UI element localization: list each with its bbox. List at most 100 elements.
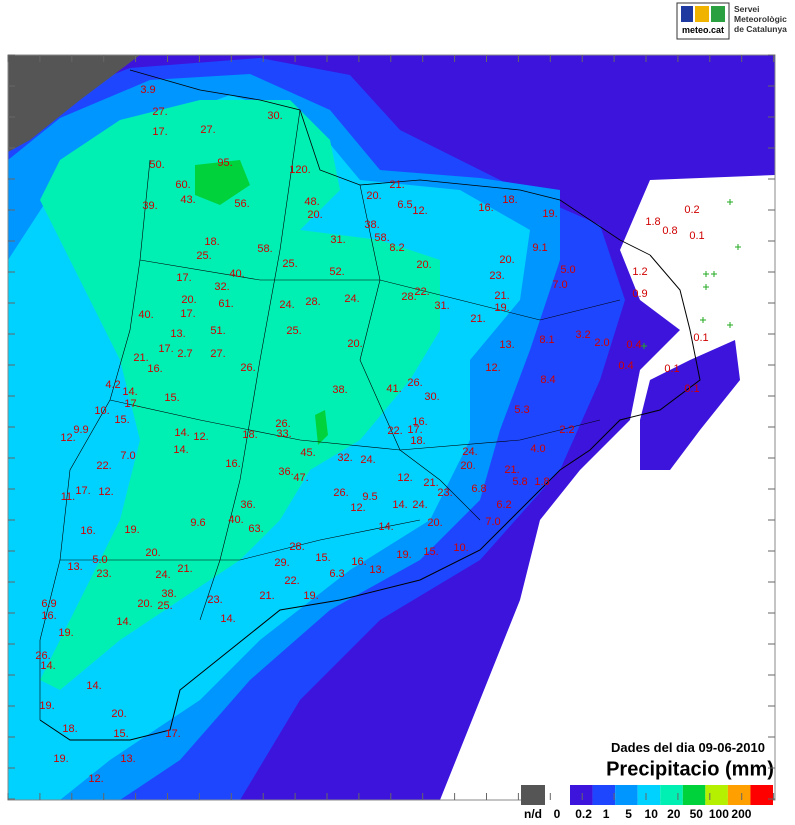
station-value: 14.	[174, 427, 189, 439]
station-value: 32.	[337, 452, 352, 464]
dry-area	[440, 175, 775, 800]
station-value: 3.2	[575, 329, 590, 341]
station-value: 23.	[489, 270, 504, 282]
legend-swatch	[570, 785, 593, 805]
legend-swatch	[521, 785, 545, 805]
station-value: 24.	[155, 569, 170, 581]
legend-label: 50	[690, 807, 704, 821]
station-value: 0.4	[618, 360, 633, 372]
station-value: 29.	[274, 557, 289, 569]
station-value: 5.8	[512, 476, 527, 488]
station-value: 15.	[423, 546, 438, 558]
station-value: 32.	[214, 281, 229, 293]
date-label: Dades del dia 09-06-2010	[611, 740, 765, 755]
legend-swatch	[660, 785, 683, 805]
station-value: 22.	[284, 575, 299, 587]
station-value: 1.8	[645, 216, 660, 228]
station-value: 17.	[180, 308, 195, 320]
station-value: 20.	[499, 254, 514, 266]
rain-area	[195, 160, 250, 205]
station-value: 19.	[124, 524, 139, 536]
station-value: 26.	[35, 650, 50, 662]
station-value: 31.	[330, 234, 345, 246]
station-value: 120.	[289, 164, 310, 176]
legend-swatch	[637, 785, 661, 805]
station-value: 12.	[98, 486, 113, 498]
station-value: 56.	[234, 198, 249, 210]
logo: meteo.cat Servei Meteorològic de Catalun…	[676, 2, 787, 40]
station-value: 48.	[304, 196, 319, 208]
station-value: 5.3	[514, 404, 529, 416]
sites	[641, 199, 741, 349]
station-value: 13.	[120, 753, 135, 765]
station-value: 21.	[259, 590, 274, 602]
station-value: 23.	[207, 594, 222, 606]
station-value: 12.	[88, 773, 103, 785]
rain-area	[640, 340, 740, 470]
station-value: 63.	[248, 523, 263, 535]
station-value: 26.	[275, 418, 290, 430]
station-value: 19.	[303, 590, 318, 602]
station-value: 30.	[267, 110, 282, 122]
station-value: 12.	[412, 205, 427, 217]
map-title: Precipitacio (mm)	[606, 758, 774, 780]
station-value: 22.	[414, 286, 429, 298]
no-data-area	[8, 55, 140, 152]
station-value: 8.2	[389, 242, 404, 254]
station-value: 28.	[305, 296, 320, 308]
station-value: 22.	[96, 460, 111, 472]
agency-name: Meteorològic	[734, 14, 787, 24]
station-value: 17.	[165, 728, 180, 740]
station-value: 19.	[494, 302, 509, 314]
station-value: 0.1	[684, 383, 699, 395]
station-value: 58.	[374, 232, 389, 244]
station-value: 30.	[424, 391, 439, 403]
station-value: 27.	[210, 348, 225, 360]
station-value: 0.9	[632, 288, 647, 300]
station-value: 13.	[369, 564, 384, 576]
station-value: 18.	[62, 723, 77, 735]
station-value: 38.	[364, 219, 379, 231]
station-value: 45.	[300, 447, 315, 459]
station-value: 25.	[196, 250, 211, 262]
boundary	[139, 259, 621, 321]
station-value: 0.2	[684, 204, 699, 216]
station-value: 14.	[116, 616, 131, 628]
station-value: 18.	[242, 429, 257, 441]
station-value: 20.	[145, 547, 160, 559]
legend-swatch	[750, 785, 773, 805]
legend: n/d 0 0.2 1 5 10 20 50 100 200	[521, 785, 773, 821]
station-value: 12.	[60, 432, 75, 444]
legend-label: 0	[554, 807, 561, 821]
logo-tile	[695, 6, 709, 22]
station-value: 16.	[478, 202, 493, 214]
station-value: 8.1	[539, 334, 554, 346]
station-value: 20.	[181, 294, 196, 306]
station-value: 21.	[470, 313, 485, 325]
station-value: 41.	[386, 383, 401, 395]
legend-swatch	[592, 785, 616, 805]
legend-label: n/d	[524, 807, 542, 821]
station-value: 20.	[111, 708, 126, 720]
station-value: 26.	[407, 377, 422, 389]
station-value: 25.	[286, 325, 301, 337]
logo-text: meteo.cat	[682, 25, 724, 35]
station-value: 18.	[204, 236, 219, 248]
station-value: 14.	[122, 386, 137, 398]
station-value: 6.8	[471, 483, 486, 495]
agency-name: Servei	[734, 4, 760, 14]
station-value: 12.	[397, 472, 412, 484]
station-value: 18.	[502, 194, 517, 206]
station-value: 47.	[293, 472, 308, 484]
station-value: 0.8	[662, 225, 677, 237]
station-value: 51.	[210, 325, 225, 337]
station-value: 16.	[412, 416, 427, 428]
station-value: 40.	[229, 268, 244, 280]
station-value: 50.	[149, 159, 164, 171]
station-value: 20.	[460, 460, 475, 472]
station-value: 9.1	[532, 242, 547, 254]
station-value: 12.	[350, 502, 365, 514]
station-value: 20.	[427, 517, 442, 529]
station-value: 5.0	[92, 554, 107, 566]
